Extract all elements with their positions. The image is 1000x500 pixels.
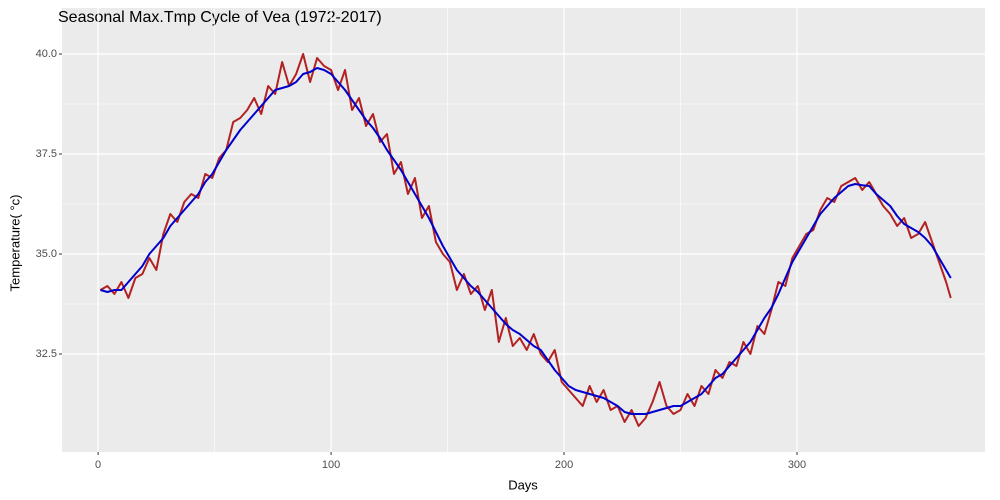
x-tick-label: 100 xyxy=(322,459,340,471)
y-tick-label: 37.5 xyxy=(36,148,57,160)
chart-title: Seasonal Max.Tmp Cycle of Vea (1972-2017… xyxy=(58,9,382,26)
x-tick-label: 0 xyxy=(95,459,101,471)
y-tick-label: 32.5 xyxy=(36,348,57,360)
x-tick-label: 200 xyxy=(555,459,573,471)
x-tick-label: 300 xyxy=(788,459,806,471)
x-axis-title: Days xyxy=(508,477,538,492)
y-tick-label: 40.0 xyxy=(36,48,57,60)
y-tick-label: 35.0 xyxy=(36,248,57,260)
panel xyxy=(62,8,985,452)
series-line xyxy=(100,67,952,415)
y-axis-title: Temperature( °c) xyxy=(7,195,22,292)
